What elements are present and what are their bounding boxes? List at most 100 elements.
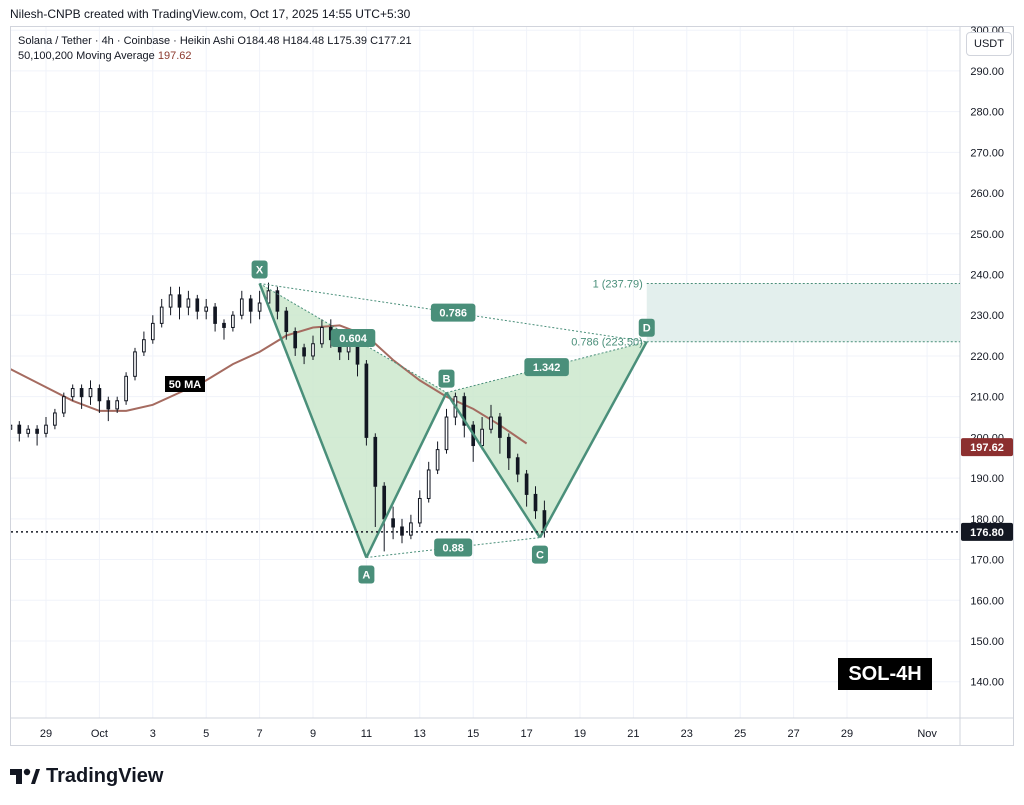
candle-bear: [222, 322, 226, 328]
candle-bull: [409, 522, 413, 536]
legend-symbol-row: Solana / Tether · 4h · Coinbase · Heikin…: [18, 34, 412, 49]
candle-bull: [61, 396, 66, 414]
candle-bear: [284, 310, 289, 333]
x-tick-label: 29: [40, 728, 52, 740]
candle-bear: [382, 485, 387, 520]
candle-bull: [115, 400, 120, 410]
x-tick-label: 19: [574, 728, 586, 740]
target-zone-upper-label: 1 (237.79): [593, 279, 643, 291]
candle-bull: [426, 469, 431, 499]
ratio-badge-bd: [524, 358, 569, 377]
footer-brand: TradingView: [46, 764, 164, 787]
x-tick-label: 27: [787, 728, 799, 740]
candle-bull: [231, 314, 235, 328]
y-tick-label: 280.00: [970, 107, 1004, 119]
y-tick-label: 250.00: [970, 229, 1004, 241]
candle-bull: [311, 343, 315, 357]
candle-bull: [435, 449, 440, 471]
candle-bull: [142, 339, 146, 353]
y-tick-label: 260.00: [970, 188, 1004, 200]
x-tick-label: 17: [520, 728, 532, 740]
pattern-point-badge: [531, 545, 548, 564]
pattern-point-badge: [358, 565, 375, 584]
legend-symbol: Solana / Tether · 4h · Coinbase · Heikin…: [18, 35, 235, 47]
candle-bear: [177, 294, 182, 308]
candle-bear: [515, 457, 520, 475]
y-tick-label: 140.00: [970, 677, 1004, 689]
candle-bull: [124, 375, 128, 402]
candle-bear: [293, 331, 298, 349]
candle-bull: [88, 388, 93, 398]
candle-bear: [17, 424, 22, 434]
y-tick-label: 270.00: [970, 147, 1004, 159]
candle-bear: [391, 518, 395, 528]
candle-bull: [53, 412, 57, 426]
legend-ma-label: 50,100,200 Moving Average: [18, 50, 155, 62]
candle-bear: [195, 298, 200, 312]
pattern-leg-bc: [445, 391, 542, 539]
legend-low: L175.39: [327, 35, 367, 47]
x-tick-label: 29: [841, 728, 853, 740]
ma-price-tag: [961, 438, 1013, 457]
legend-ma-row: 50,100,200 Moving Average 197.62: [18, 49, 412, 64]
pattern-triangle-bcd: [446, 341, 647, 538]
x-tick-label: Nov: [917, 728, 937, 740]
candle-bear: [533, 493, 538, 512]
candle-bull: [11, 424, 13, 430]
pattern-point-label: D: [643, 323, 651, 335]
candle-bull: [480, 428, 484, 447]
legend-high: H184.48: [282, 35, 325, 47]
candle-bear: [302, 347, 306, 357]
y-tick-label: 220.00: [970, 351, 1004, 363]
candle-bear: [79, 388, 84, 398]
ma-tag-label: 50 MA: [169, 379, 201, 391]
candle-bear: [373, 436, 378, 487]
created-by-text: Nilesh-CNPB created with TradingView.com…: [10, 7, 411, 21]
last-price-tag: [961, 522, 1013, 541]
candle-bull: [257, 302, 262, 312]
candle-bear: [462, 396, 467, 426]
candle-bear: [35, 428, 39, 434]
pattern-point-label: C: [536, 550, 544, 562]
x-tick-label: 11: [361, 728, 372, 740]
candle-bull: [159, 306, 164, 324]
pattern-point-label: A: [362, 570, 370, 582]
candle-bull: [26, 428, 31, 434]
footer-logo[interactable]: TradingView: [10, 762, 163, 790]
x-tick-label: 9: [310, 728, 316, 740]
candle-bear: [506, 436, 511, 459]
ratio-label-ac: 0.88: [442, 543, 463, 555]
candle-bull: [168, 294, 173, 308]
ratio-label-bd: 1.342: [533, 362, 561, 374]
x-tick-label: 3: [150, 728, 156, 740]
legend-close: C177.21: [370, 35, 412, 47]
pattern-leg-cd: [538, 341, 648, 539]
candle-bull: [204, 306, 209, 312]
candle-bear: [524, 473, 529, 495]
pattern-ratio-line-ac: [366, 537, 541, 559]
y-tick-label: 290.00: [970, 66, 1004, 78]
currency-button[interactable]: USDT: [966, 32, 1012, 56]
y-tick-label: 170.00: [970, 555, 1004, 567]
x-tick-label: Oct: [91, 728, 108, 740]
legend-ma-value: 197.62: [157, 50, 192, 62]
plot-area: [11, 282, 960, 559]
legend-open: O184.48: [237, 35, 280, 47]
last-price-label: 176.80: [970, 527, 1004, 539]
target-zone: [646, 283, 960, 342]
ma-tag-badge: [165, 376, 205, 392]
ratio-label-xb: 0.604: [339, 333, 367, 345]
x-tick-label: 25: [734, 728, 746, 740]
y-tick-label: 240.00: [970, 270, 1004, 282]
chart-frame: [10, 26, 1014, 746]
target-zone-lower-label: 0.786 (223.50): [571, 337, 643, 349]
pattern-point-badge: [438, 369, 455, 388]
y-tick-label: 190.00: [970, 473, 1004, 485]
y-tick-label: 160.00: [970, 595, 1004, 607]
x-tick-label: 15: [467, 728, 479, 740]
y-tick-label: 210.00: [970, 392, 1004, 404]
candle-bear: [213, 306, 217, 324]
ratio-badge-xd: [430, 303, 476, 322]
header-bar: Nilesh-CNPB created with TradingView.com…: [0, 0, 1024, 26]
